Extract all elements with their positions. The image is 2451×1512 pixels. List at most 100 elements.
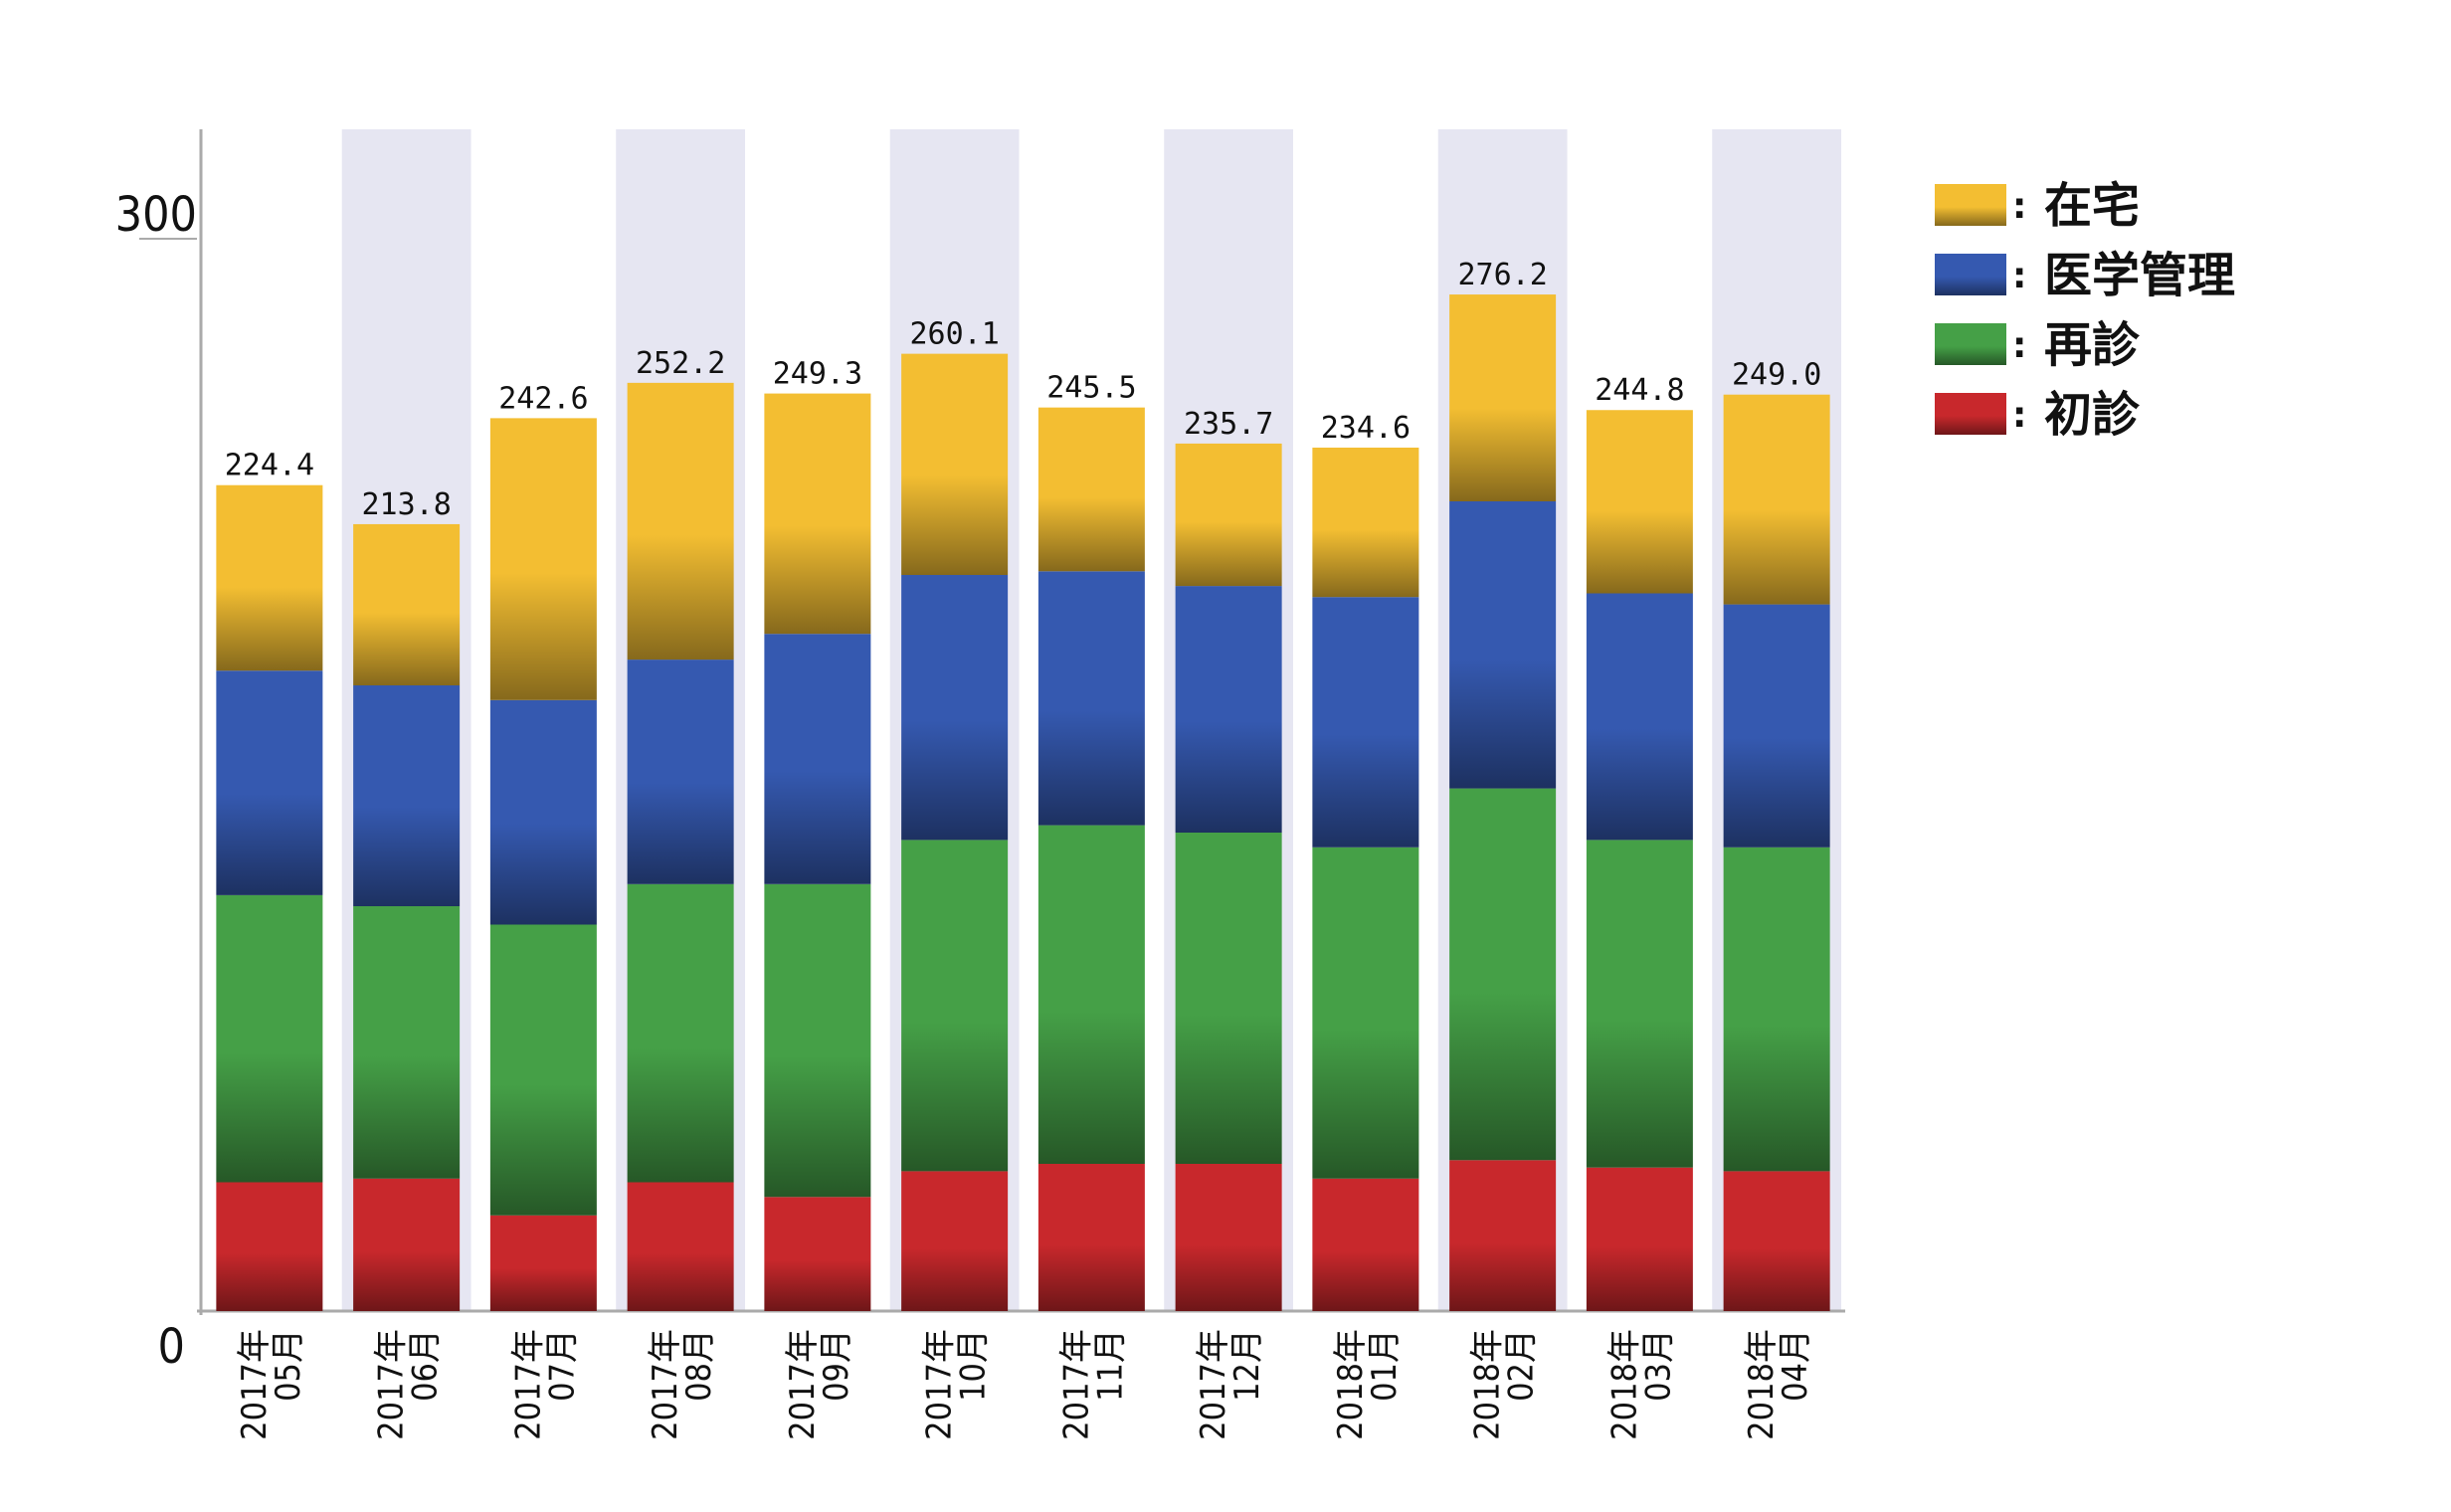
bar-segment xyxy=(1586,1167,1693,1311)
bar-segment xyxy=(1449,501,1557,789)
bar-segment xyxy=(489,418,597,700)
data-label: 213.8 xyxy=(361,487,451,522)
bar-segment xyxy=(1449,788,1557,1161)
data-label: 249.3 xyxy=(773,357,862,392)
x-tick-label-month: 02月 xyxy=(1502,1329,1542,1402)
y-tick-label: 300 xyxy=(115,187,197,243)
x-tick-label-month: 04月 xyxy=(1776,1329,1815,1402)
bar-segment xyxy=(216,1182,323,1311)
bar-segment xyxy=(1312,597,1419,848)
bar-segment xyxy=(764,634,871,884)
bar-segment xyxy=(353,685,461,906)
bar-segment xyxy=(489,699,597,925)
bar-segment xyxy=(489,1215,597,1311)
legend-swatch xyxy=(1935,323,2006,365)
bar-segment xyxy=(216,670,323,895)
bar-segment xyxy=(1586,410,1693,594)
legend-label: 初診 xyxy=(2044,387,2141,443)
bar-segment xyxy=(489,924,597,1216)
x-tick-label-year: 2017年 xyxy=(235,1329,275,1440)
x-tick-label-year: 2017年 xyxy=(1194,1329,1233,1440)
x-tick-label-month: 11月 xyxy=(1090,1329,1130,1402)
bar-segment xyxy=(1586,840,1693,1168)
bar-segment xyxy=(1449,1160,1557,1311)
bar-segment xyxy=(1312,847,1419,1179)
bar-segment xyxy=(764,1197,871,1311)
bar-segment xyxy=(1723,847,1830,1172)
bar-segment xyxy=(353,523,461,685)
bar-segment xyxy=(353,906,461,1179)
bar-segment xyxy=(216,484,323,671)
y-tick-label: 0 xyxy=(158,1319,185,1375)
x-tick-label-month: 12月 xyxy=(1227,1329,1267,1402)
x-tick-label-month: 06月 xyxy=(406,1329,446,1402)
data-label: 252.2 xyxy=(636,346,725,381)
bar-segment xyxy=(1037,825,1145,1164)
data-label: 276.2 xyxy=(1457,258,1547,292)
x-tick-label-month: 01月 xyxy=(1365,1329,1405,1402)
bar-segment xyxy=(1175,586,1282,833)
x-tick-label-year: 2017年 xyxy=(372,1329,412,1440)
bar-segment xyxy=(353,1178,461,1311)
bar-segment xyxy=(901,353,1009,575)
legend-swatch xyxy=(1935,184,2006,226)
bar-segment xyxy=(1175,443,1282,587)
x-tick-label-year: 2017年 xyxy=(508,1329,548,1440)
data-label: 244.8 xyxy=(1595,373,1684,408)
legend-separator: : xyxy=(2012,256,2026,296)
bar-segment xyxy=(901,575,1009,841)
data-label: 245.5 xyxy=(1046,371,1136,406)
data-label: 224.4 xyxy=(225,449,314,483)
bar-segment xyxy=(1037,571,1145,826)
legend-label: 医学管理 xyxy=(2044,248,2235,303)
legend-separator: : xyxy=(2012,395,2026,436)
bar-segment xyxy=(1312,447,1419,598)
x-tick-label-year: 2017年 xyxy=(1056,1329,1096,1440)
bar-segment xyxy=(1175,1164,1282,1311)
x-tick-label-month: 10月 xyxy=(954,1329,994,1402)
bar-segment xyxy=(764,883,871,1198)
x-tick-label-month: 03月 xyxy=(1638,1329,1678,1402)
bar-segment xyxy=(627,382,734,661)
bar-segment xyxy=(1723,394,1830,605)
x-tick-label-year: 2018年 xyxy=(1604,1329,1644,1440)
bar-segment xyxy=(1723,1171,1830,1311)
x-tick-label-month: 05月 xyxy=(269,1329,308,1402)
bar-segment xyxy=(627,1182,734,1311)
bar-segment xyxy=(1586,593,1693,841)
x-tick-label-year: 2017年 xyxy=(920,1329,960,1440)
bar-segment xyxy=(1037,407,1145,572)
x-tick-label-year: 2018年 xyxy=(1331,1329,1371,1440)
x-tick-label-month: 09月 xyxy=(817,1329,856,1402)
bar-segment xyxy=(216,894,323,1183)
data-label: 249.0 xyxy=(1732,358,1821,393)
bar-segment xyxy=(1449,294,1557,501)
data-label: 235.7 xyxy=(1184,407,1273,442)
bar-segment xyxy=(1723,604,1830,848)
bar-segment xyxy=(901,1171,1009,1311)
bar-segment xyxy=(627,883,734,1183)
data-label: 260.1 xyxy=(909,317,999,352)
bar-segment xyxy=(901,840,1009,1172)
legend-label: 在宅 xyxy=(2044,178,2140,234)
data-label: 234.6 xyxy=(1321,411,1411,446)
data-label: 242.6 xyxy=(498,381,588,416)
legend-separator: : xyxy=(2012,325,2026,366)
legend-swatch xyxy=(1935,393,2006,435)
x-tick-label-year: 2018年 xyxy=(1742,1329,1782,1440)
x-tick-label-year: 2017年 xyxy=(783,1329,823,1440)
bar-segment xyxy=(764,393,871,635)
